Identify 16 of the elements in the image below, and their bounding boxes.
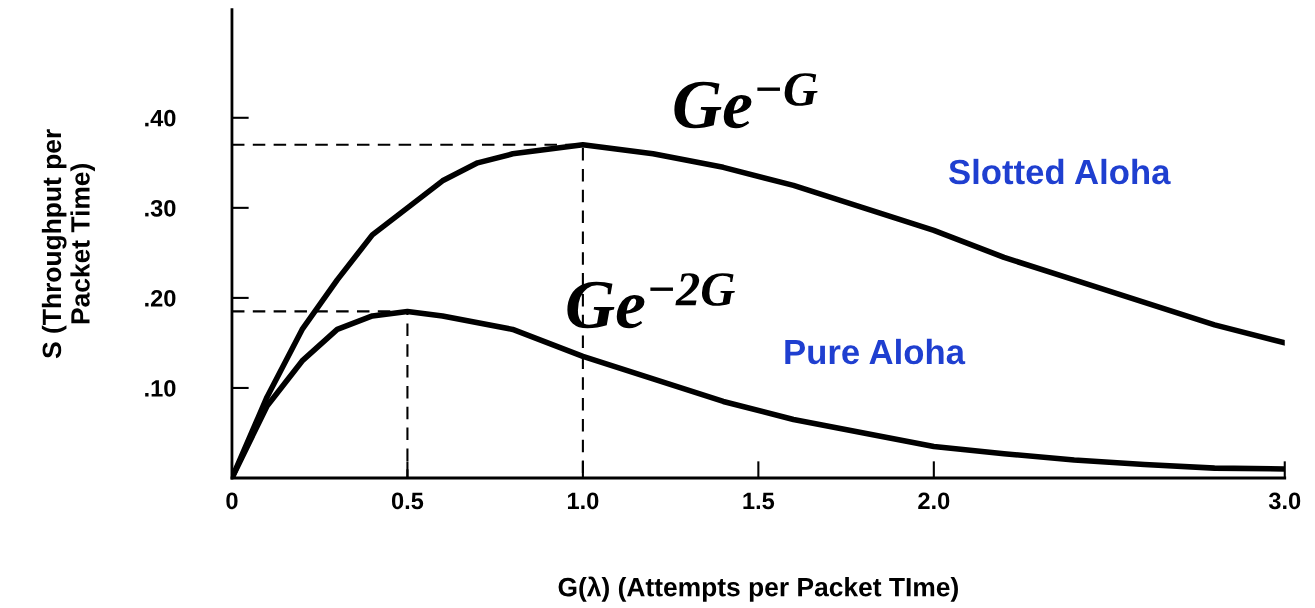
annotation: Ge$^{−G}$ xyxy=(674,73,818,129)
y-tick-label: .20 xyxy=(145,289,176,307)
y-tick-label: .30 xyxy=(145,199,176,217)
annotation: Slotted Aloha xyxy=(949,158,1171,185)
x-tick-label: 1.5 xyxy=(743,492,775,510)
x-tick-label: 0.5 xyxy=(391,492,424,510)
y-tick-label: .10 xyxy=(145,380,176,397)
x-axis-title: G(λ) (Attempts per Packet TIme) xyxy=(558,576,958,602)
y-tick-label: .40 xyxy=(145,109,176,127)
annotation: Pure Aloha xyxy=(785,338,966,365)
x-tick-label: 0 xyxy=(226,492,238,510)
x-tick-label: 3.0 xyxy=(1268,492,1301,510)
x-tick-label: 1.0 xyxy=(567,492,599,510)
annotation: Ge$^{−2G}$ xyxy=(567,273,735,329)
y-axis-title: S (Throughput per Packet Time) xyxy=(41,129,95,359)
x-tick-label: 2.0 xyxy=(918,492,950,510)
